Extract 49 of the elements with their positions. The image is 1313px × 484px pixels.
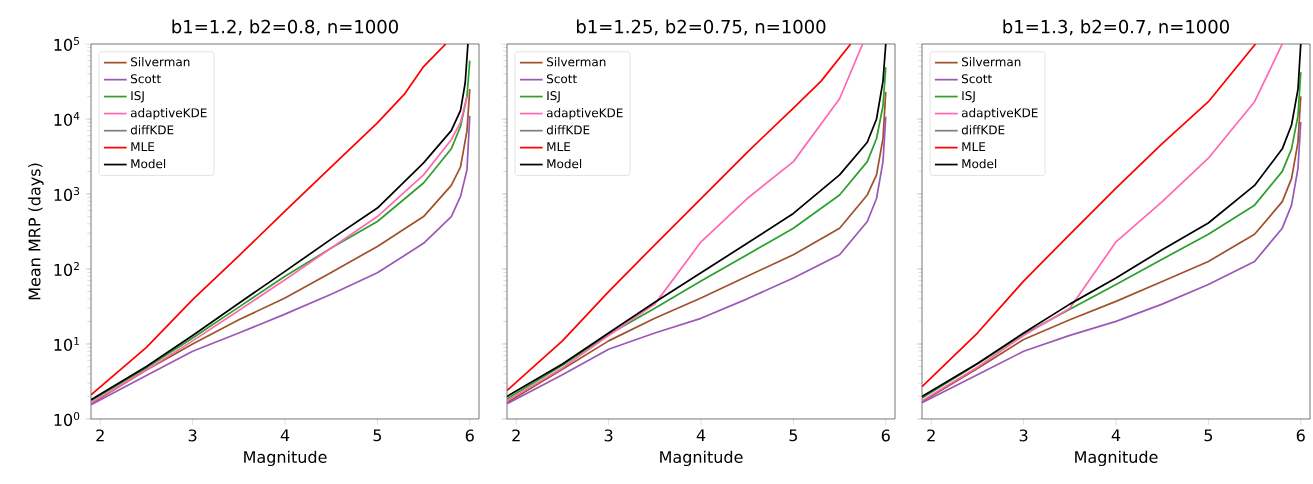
legend-label: ISJ [962, 91, 975, 103]
y-axis-title: Mean MRP (days) [28, 163, 44, 300]
chart-title: b1=1.2, b2=0.8, n=1000 [172, 19, 398, 36]
x-tick-label: 4 [280, 429, 290, 442]
y-tick-label: 10$^{5}$ [54, 37, 80, 51]
y-tick-label: 10$^{3}$ [54, 187, 80, 201]
y-tick-label: 10$^{4}$ [54, 112, 80, 126]
legend-label: adaptiveKDE [130, 108, 207, 120]
x-tick-label: 5 [373, 429, 382, 442]
y-tick-label: 10$^{0}$ [54, 412, 80, 426]
legend-label: Silverman [961, 57, 1021, 67]
legend-label: MLE [547, 142, 571, 151]
legend-label: diffKDE [546, 125, 590, 135]
legend-label: MLE [962, 142, 986, 151]
x-tick-label: 2 [96, 429, 104, 442]
legend-label: Model [962, 159, 997, 169]
legend-label: Silverman [547, 57, 606, 67]
x-tick-label: 4 [1111, 429, 1121, 442]
x-tick-label: 3 [188, 429, 197, 442]
x-tick-label: 2 [512, 429, 520, 442]
x-tick-label: 6 [881, 429, 890, 442]
x-axis-title: Magnitude [1075, 450, 1158, 467]
legend-label: Silverman [131, 57, 190, 67]
x-tick-label: 6 [1296, 429, 1305, 442]
legend-label: ISJ [131, 91, 144, 103]
x-axis-title: Magnitude [660, 450, 743, 467]
x-tick-label: 5 [1204, 429, 1213, 442]
legend-label: adaptiveKDE [961, 108, 1038, 120]
legend-label: ISJ [547, 91, 560, 103]
legend-label: MLE [131, 142, 155, 151]
legend-label: Scott [961, 74, 992, 84]
legend-label: diffKDE [961, 125, 1005, 135]
x-tick-label: 4 [696, 429, 706, 442]
chart-title: b1=1.25, b2=0.75, n=1000 [577, 19, 826, 36]
legend-label: adaptiveKDE [546, 108, 623, 120]
legend-label: Scott [547, 74, 577, 84]
legend-label: Scott [131, 74, 161, 84]
y-tick-label: 10$^{2}$ [54, 262, 79, 276]
y-tick-label: 10$^{1}$ [54, 337, 79, 351]
legend-label: Model [131, 159, 166, 169]
x-tick-label: 5 [789, 429, 798, 442]
legend-label: diffKDE [130, 125, 174, 135]
x-axis-title: Magnitude [244, 450, 327, 467]
x-tick-label: 2 [927, 429, 935, 442]
x-tick-label: 3 [604, 429, 613, 442]
x-tick-label: 3 [1019, 429, 1028, 442]
chart-title: b1=1.3, b2=0.7, n=1000 [1003, 19, 1229, 36]
x-tick-label: 6 [465, 429, 474, 442]
legend-label: Model [547, 159, 582, 169]
